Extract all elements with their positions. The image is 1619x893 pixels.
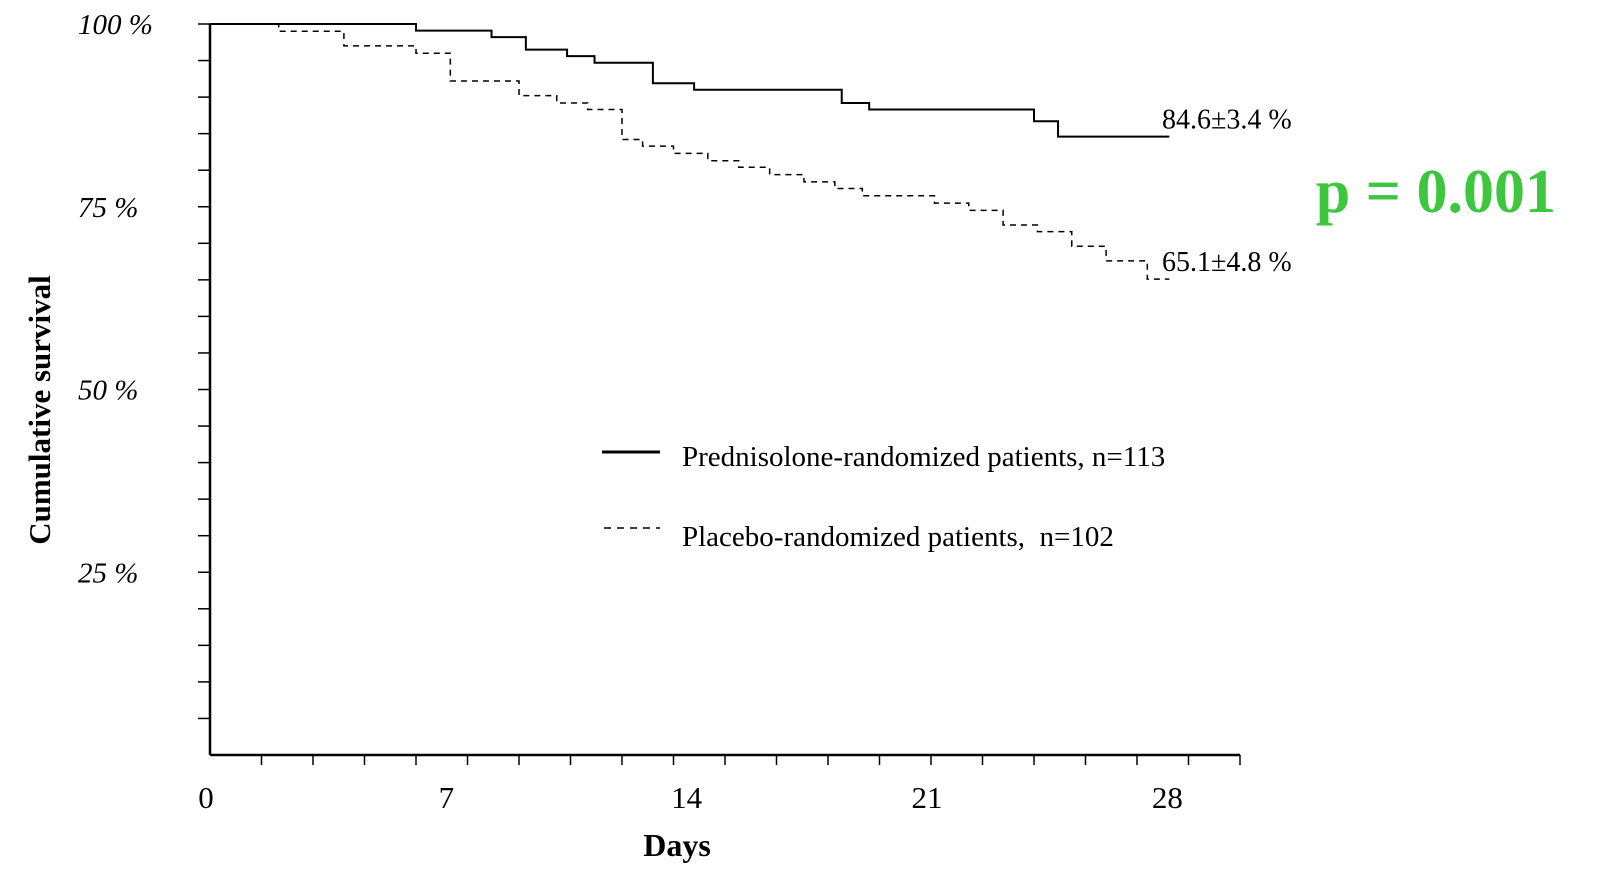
legend-label-prednisolone: Prednisolone-randomized patients, n=113 <box>682 441 1165 473</box>
y-tick-labels: 25 % 50 % 75 % 100 % <box>78 9 153 589</box>
series-end-label: 65.1±4.8 % <box>1162 247 1292 278</box>
series-line-prednisolone <box>210 23 1170 138</box>
x-tick-label: 21 <box>912 780 943 815</box>
y-axis-label: Cumulative survival <box>22 275 57 545</box>
x-tick-label: 7 <box>439 780 455 815</box>
y-tick-label: 50 % <box>78 375 138 407</box>
p-value-annotation: p = 0.001 <box>1316 158 1556 226</box>
series-line-placebo <box>210 23 1170 280</box>
series-lines <box>210 23 1170 280</box>
y-tick-label: 25 % <box>78 557 138 589</box>
series-end-label: 84.6±3.4 % <box>1162 105 1292 136</box>
end-labels: 84.6±3.4 % 65.1±4.8 % <box>1162 105 1292 279</box>
x-tick-labels: 0 7 14 21 28 <box>198 780 1183 815</box>
legend-label-placebo: Placebo-randomized patients, n=102 <box>682 521 1114 553</box>
y-tick-label: 75 % <box>78 192 138 224</box>
axes <box>198 23 1241 765</box>
legend: Prednisolone-randomized patients, n=113 … <box>602 441 1165 553</box>
x-axis-label: Days <box>643 827 711 863</box>
x-tick-label: 28 <box>1152 780 1183 815</box>
y-tick-label: 100 % <box>78 9 153 41</box>
x-tick-label: 14 <box>671 780 703 815</box>
x-tick-label: 0 <box>198 780 214 815</box>
